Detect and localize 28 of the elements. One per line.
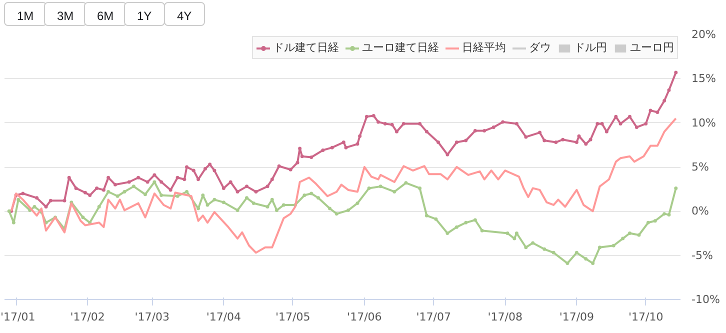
legend-label: 日経平均 (462, 40, 506, 55)
x-tick-label: '17/09 (559, 310, 594, 324)
text: 1M (4, 2, 47, 26)
text: 6M (84, 2, 127, 26)
y-tick-label: -10% (692, 293, 720, 306)
text: 1Y (124, 2, 165, 26)
x-tick-label: '17/06 (347, 310, 382, 324)
x-tick-label: '17/03 (134, 310, 170, 324)
text: 4Y (164, 2, 205, 26)
x-tick-label: '17/02 (70, 310, 105, 324)
x-tick-label: '17/07 (416, 310, 452, 324)
y-tick-label: 0% (692, 204, 709, 218)
y-tick-label: 20% (692, 28, 716, 41)
text: 3M (44, 2, 87, 26)
x-tick-label: '17/04 (206, 310, 242, 324)
x-tick-label: '17/10 (628, 310, 664, 324)
legend-label: ドル円 (574, 40, 607, 55)
legend-label: ユーロ建て日経 (362, 40, 439, 55)
x-tick-label: '17/08 (488, 310, 523, 324)
legend-label: ユーロ円 (630, 40, 674, 55)
y-tick-label: -5% (692, 248, 713, 262)
y-tick-label: 5% (692, 160, 709, 174)
legend-label: ドル建て日経 (273, 40, 339, 55)
legend-label: ダウ (529, 40, 551, 55)
y-tick-label: 10% (692, 116, 716, 130)
x-tick-label: '17/05 (276, 310, 310, 324)
y-tick-label: 15% (692, 72, 716, 86)
x-tick-label: '17/01 (0, 310, 36, 324)
